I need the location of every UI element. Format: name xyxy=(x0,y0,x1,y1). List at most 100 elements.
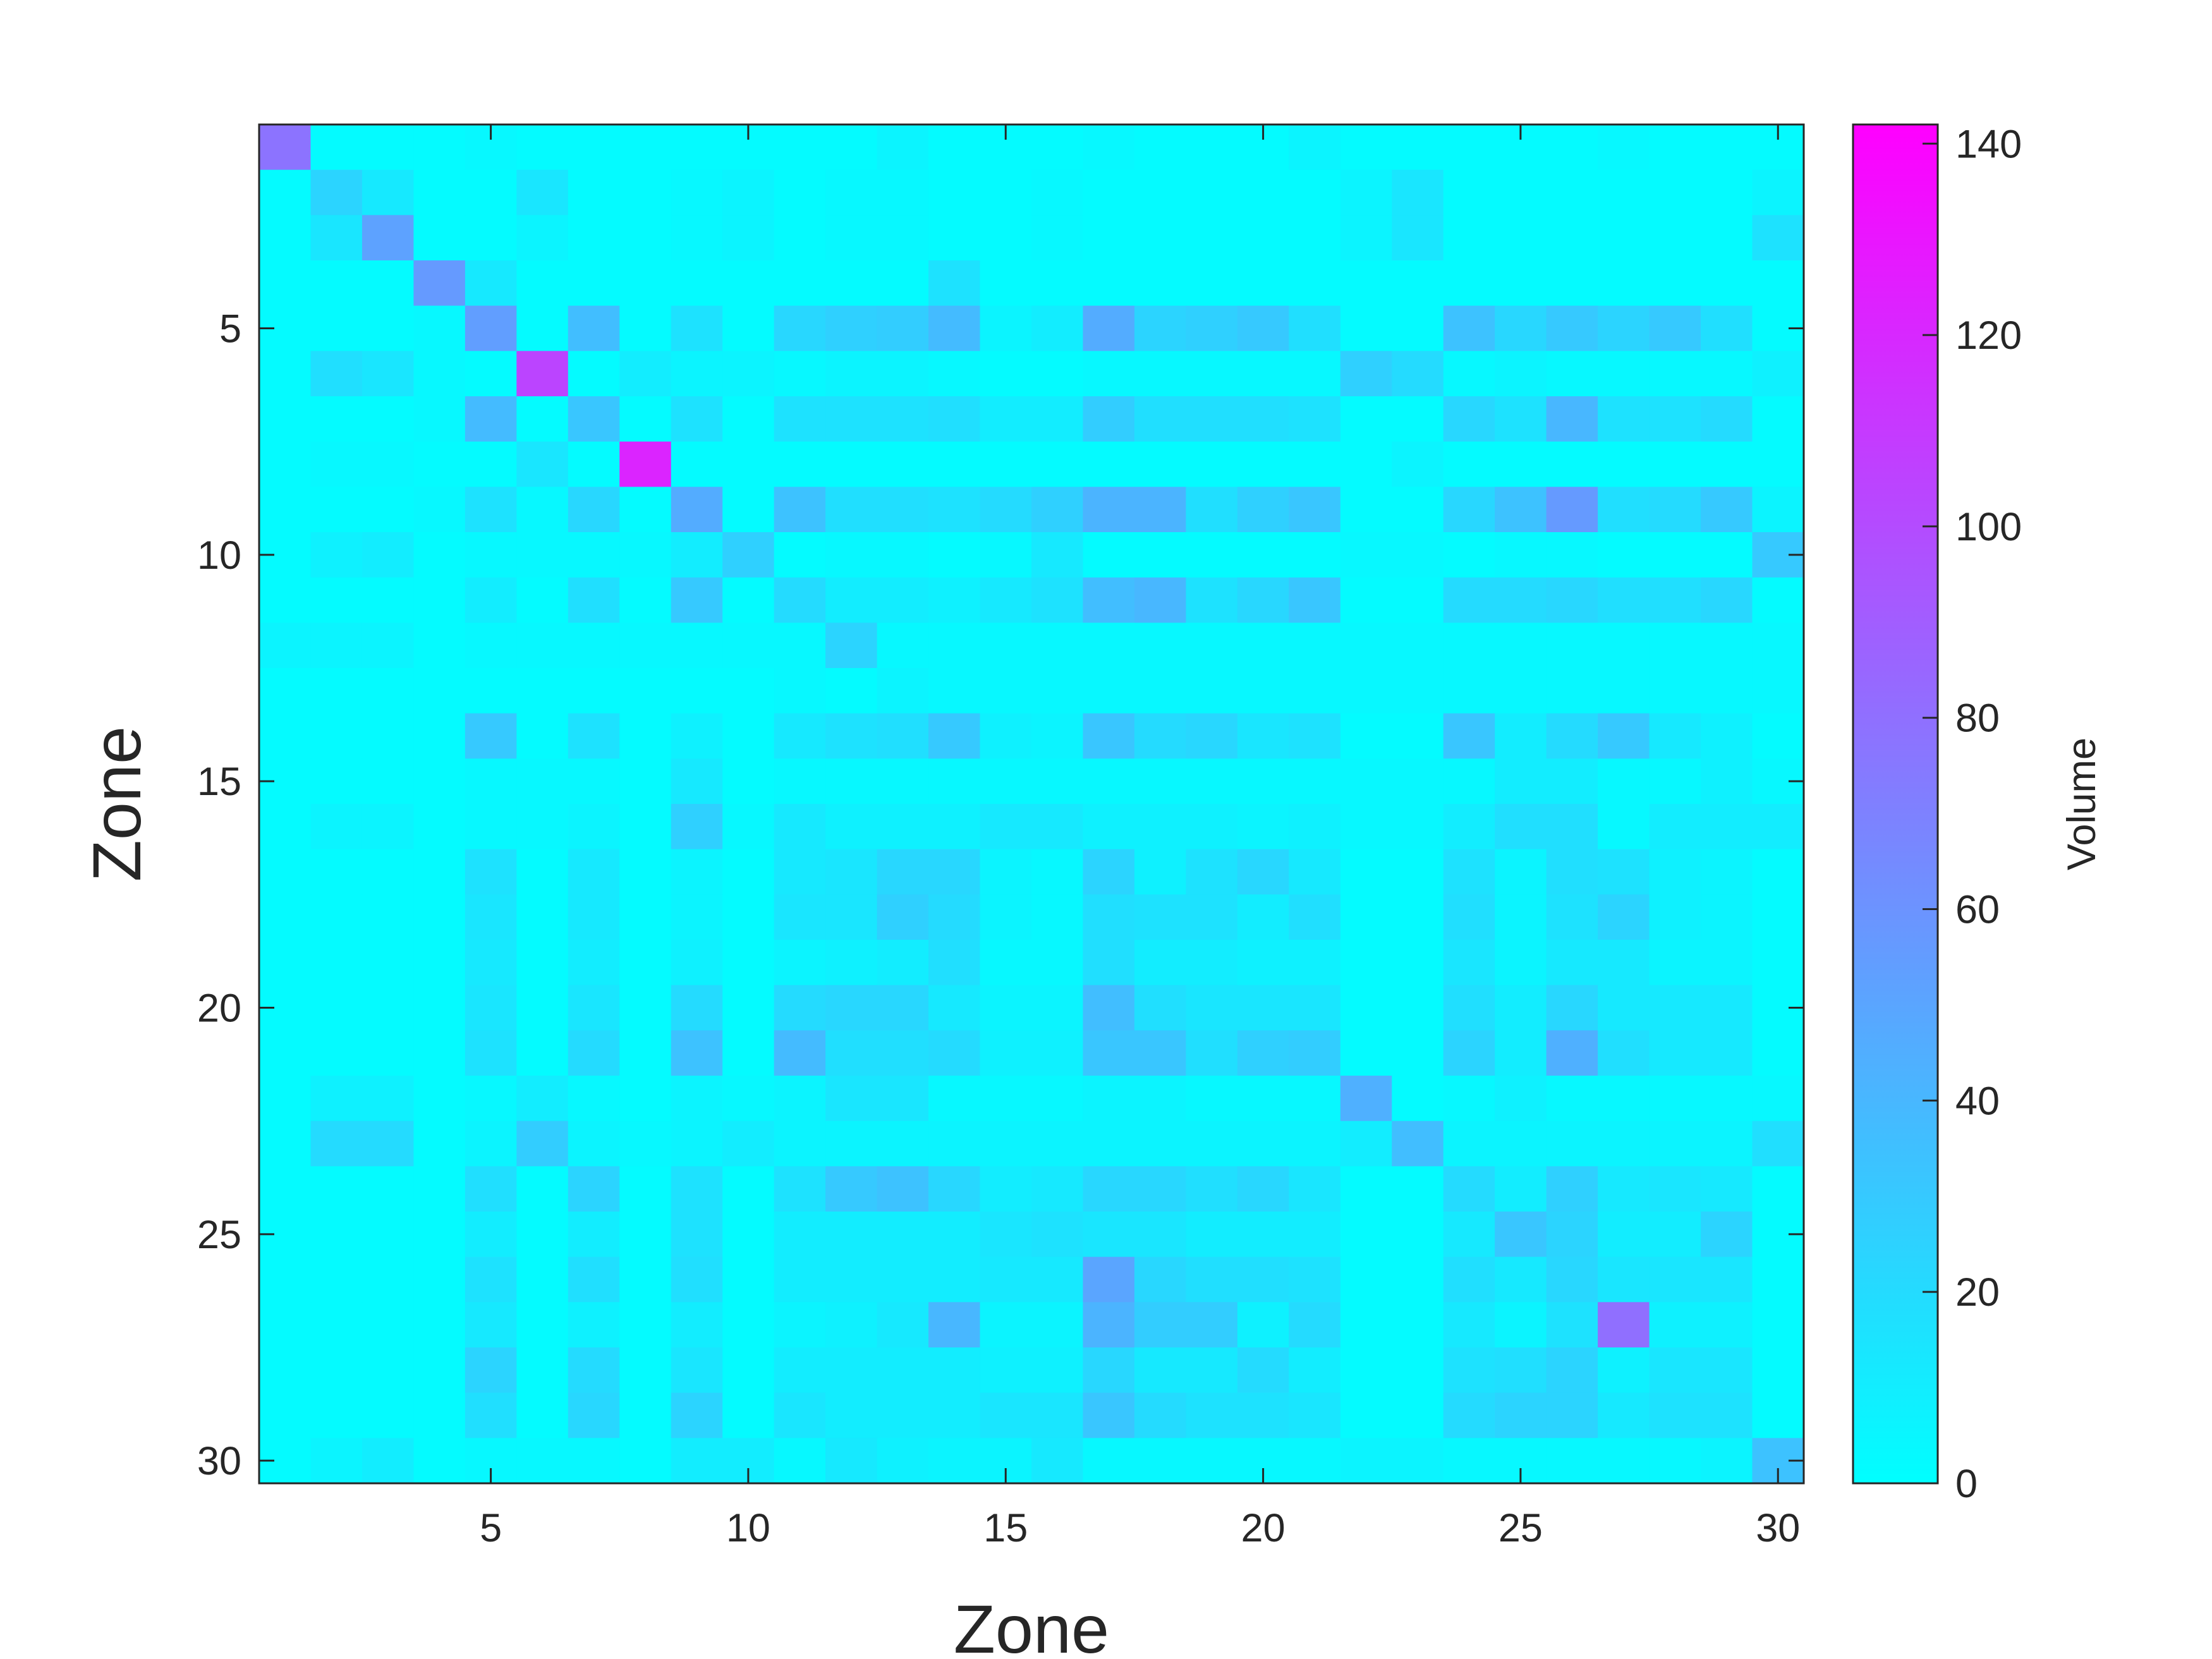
heatmap-cell-r4-c9 xyxy=(671,260,723,307)
heatmap-cell-r18-c20 xyxy=(1237,894,1289,940)
y-tick-label: 30 xyxy=(197,1439,241,1483)
heatmap-cell-r20-c23 xyxy=(1392,985,1444,1031)
heatmap-cell-r11-c4 xyxy=(413,577,466,623)
heatmap-cell-r6-c14 xyxy=(928,351,981,397)
heatmap-cell-r27-c28 xyxy=(1649,1302,1701,1348)
heatmap-cell-r7-c24 xyxy=(1443,396,1495,442)
heatmap-cell-r18-c29 xyxy=(1701,894,1753,940)
heatmap-cell-r14-c18 xyxy=(1134,713,1186,759)
heatmap-cell-r21-c12 xyxy=(825,1030,878,1076)
heatmap-cell-r4-c10 xyxy=(722,260,775,307)
heatmap-cell-r17-c22 xyxy=(1340,849,1392,895)
heatmap-cell-r29-c24 xyxy=(1443,1392,1495,1438)
heatmap-cell-r26-c26 xyxy=(1546,1256,1598,1303)
heatmap-cell-r6-c19 xyxy=(1186,351,1238,397)
heatmap-cell-r17-c6 xyxy=(516,849,569,895)
heatmap-cell-r29-c15 xyxy=(980,1392,1032,1438)
heatmap-cell-r16-c1 xyxy=(259,804,312,850)
heatmap-cell-r4-c23 xyxy=(1392,260,1444,307)
heatmap-cell-r22-c10 xyxy=(722,1076,775,1122)
heatmap-cell-r19-c29 xyxy=(1701,940,1753,986)
heatmap-cell-r30-c3 xyxy=(362,1438,414,1484)
heatmap-cell-r4-c16 xyxy=(1031,260,1084,307)
heatmap-cell-r30-c8 xyxy=(619,1438,672,1484)
heatmap-cell-r7-c13 xyxy=(877,396,929,442)
heatmap-cell-r17-c17 xyxy=(1083,849,1135,895)
heatmap-cell-r8-c18 xyxy=(1134,441,1186,487)
heatmap-cell-r2-c9 xyxy=(671,169,723,216)
heatmap-cell-r10-c29 xyxy=(1701,532,1753,578)
heatmap-cell-r30-c26 xyxy=(1546,1438,1598,1484)
heatmap-cell-r30-c29 xyxy=(1701,1438,1753,1484)
heatmap-cell-r16-c29 xyxy=(1701,804,1753,850)
heatmap-cell-r28-c29 xyxy=(1701,1347,1753,1394)
heatmap-cell-r3-c16 xyxy=(1031,215,1084,261)
heatmap-cell-r14-c8 xyxy=(619,713,672,759)
heatmap-cell-r5-c15 xyxy=(980,305,1032,351)
heatmap-cell-r8-c22 xyxy=(1340,441,1392,487)
heatmap-cell-r22-c30 xyxy=(1752,1076,1804,1122)
heatmap-cell-r25-c26 xyxy=(1546,1212,1598,1258)
heatmap-cell-r28-c9 xyxy=(671,1347,723,1394)
heatmap-cell-r16-c24 xyxy=(1443,804,1495,850)
heatmap-cell-r29-c10 xyxy=(722,1392,775,1438)
heatmap-cell-r29-c9 xyxy=(671,1392,723,1438)
heatmap-cell-r12-c1 xyxy=(259,623,312,669)
heatmap-cell-r23-c22 xyxy=(1340,1121,1392,1167)
heatmap-cell-r29-c29 xyxy=(1701,1392,1753,1438)
heatmap-cell-r20-c13 xyxy=(877,985,929,1031)
heatmap-cell-r21-c17 xyxy=(1083,1030,1135,1076)
heatmap-cell-r21-c23 xyxy=(1392,1030,1444,1076)
heatmap-cell-r10-c21 xyxy=(1289,532,1341,578)
heatmap-cell-r28-c13 xyxy=(877,1347,929,1394)
heatmap-cell-r12-c25 xyxy=(1495,623,1547,669)
heatmap-cell-r9-c2 xyxy=(310,487,363,533)
heatmap-cell-r3-c21 xyxy=(1289,215,1341,261)
heatmap-cell-r17-c19 xyxy=(1186,849,1238,895)
heatmap-cell-r13-c29 xyxy=(1701,668,1753,714)
heatmap-cell-r1-c16 xyxy=(1031,125,1084,171)
heatmap-cell-r25-c20 xyxy=(1237,1212,1289,1258)
heatmap-cell-r18-c2 xyxy=(310,894,363,940)
heatmap-cell-r15-c15 xyxy=(980,758,1032,805)
heatmap-cell-r18-c13 xyxy=(877,894,929,940)
heatmap-cell-r7-c15 xyxy=(980,396,1032,442)
heatmap-cell-r23-c4 xyxy=(413,1121,466,1167)
heatmap-cell-r3-c12 xyxy=(825,215,878,261)
heatmap-cell-r16-c30 xyxy=(1752,804,1804,850)
heatmap-cell-r14-c28 xyxy=(1649,713,1701,759)
heatmap-cell-r28-c12 xyxy=(825,1347,878,1394)
heatmap-cell-r26-c24 xyxy=(1443,1256,1495,1303)
heatmap-cell-r8-c10 xyxy=(722,441,775,487)
heatmap-cell-r5-c8 xyxy=(619,305,672,351)
heatmap-cell-r21-c1 xyxy=(259,1030,312,1076)
heatmap-cell-r19-c4 xyxy=(413,940,466,986)
heatmap-cell-r17-c15 xyxy=(980,849,1032,895)
heatmap-cell-r9-c13 xyxy=(877,487,929,533)
heatmap-cell-r5-c12 xyxy=(825,305,878,351)
heatmap-cell-r7-c26 xyxy=(1546,396,1598,442)
heatmap-cell-r10-c14 xyxy=(928,532,981,578)
colorbar-tick-label: 120 xyxy=(1955,313,2022,358)
heatmap-cell-r26-c11 xyxy=(774,1256,826,1303)
heatmap-cell-r19-c24 xyxy=(1443,940,1495,986)
heatmap-cell-r22-c16 xyxy=(1031,1076,1084,1122)
heatmap-cell-r11-c18 xyxy=(1134,577,1186,623)
heatmap-cell-r6-c27 xyxy=(1598,351,1650,397)
heatmap-cell-r16-c19 xyxy=(1186,804,1238,850)
heatmap-cell-r17-c21 xyxy=(1289,849,1341,895)
heatmap-cell-r20-c6 xyxy=(516,985,569,1031)
heatmap-cell-r11-c12 xyxy=(825,577,878,623)
heatmap-cell-r13-c22 xyxy=(1340,668,1392,714)
heatmap-cell-r10-c8 xyxy=(619,532,672,578)
heatmap-cell-r20-c14 xyxy=(928,985,981,1031)
heatmap-cell-r16-c23 xyxy=(1392,804,1444,850)
heatmap-cell-r28-c22 xyxy=(1340,1347,1392,1394)
heatmap-cell-r9-c18 xyxy=(1134,487,1186,533)
heatmap-cell-r29-c23 xyxy=(1392,1392,1444,1438)
heatmap-cell-r6-c4 xyxy=(413,351,466,397)
heatmap-cell-r1-c1 xyxy=(259,125,312,171)
heatmap-cell-r27-c12 xyxy=(825,1302,878,1348)
heatmap-cell-r8-c16 xyxy=(1031,441,1084,487)
heatmap-cell-r19-c19 xyxy=(1186,940,1238,986)
